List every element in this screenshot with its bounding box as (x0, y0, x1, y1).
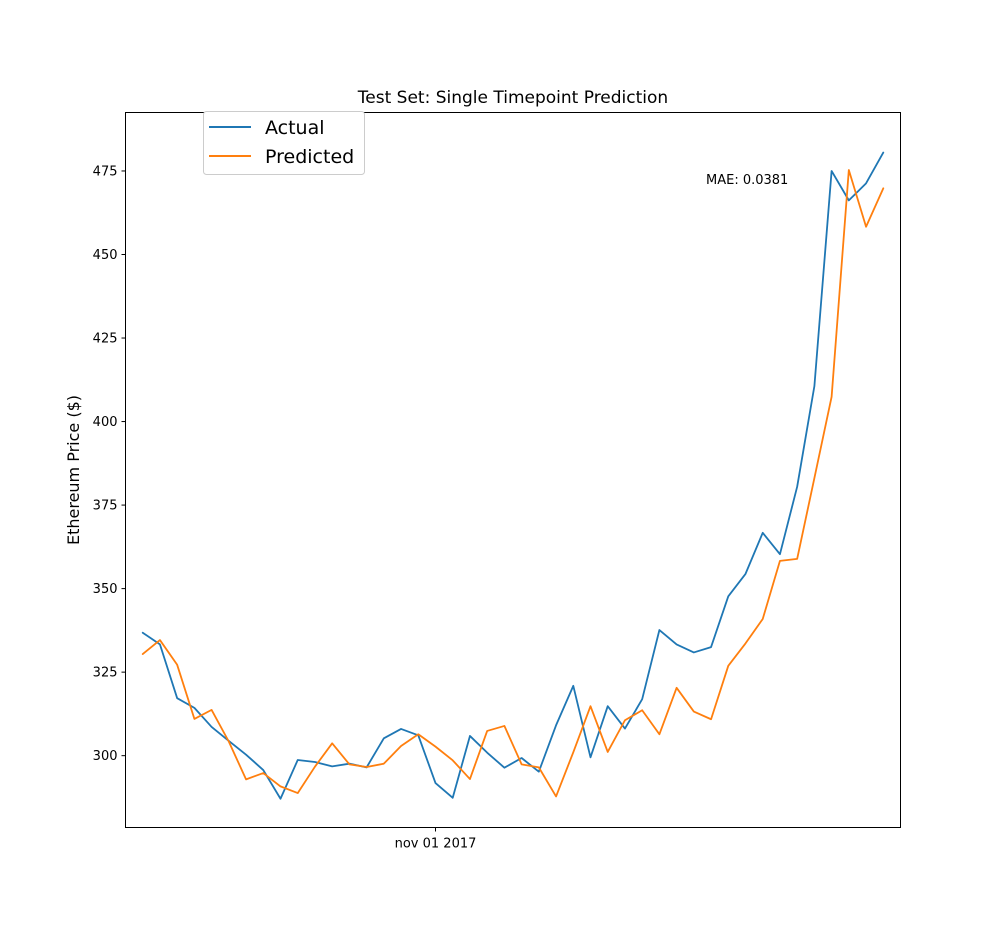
y-tick-label-475: 475 (93, 164, 118, 179)
legend-label-actual: Actual (265, 117, 325, 139)
x-tick-label-0: nov 01 2017 (395, 837, 477, 852)
y-axis-label: Ethereum Price ($) (64, 395, 83, 545)
series-line-predicted (141, 169, 885, 798)
y-tick-label-300: 300 (93, 749, 118, 764)
legend: Actual Predicted (203, 111, 365, 175)
legend-label-predicted: Predicted (265, 146, 354, 168)
mae-annotation: MAE: 0.0381 (706, 173, 788, 188)
plot-frame (125, 112, 901, 828)
y-tick-label-325: 325 (93, 666, 118, 681)
plot-area: 300 325 350 375 400 425 450 475 nov 01 2017 (93, 151, 885, 852)
y-tick-label-350: 350 (93, 582, 118, 597)
y-tick-label-375: 375 (93, 499, 118, 514)
y-tick-label-450: 450 (93, 248, 118, 263)
chart-title: Test Set: Single Timepoint Prediction (357, 88, 668, 108)
y-tick-label-425: 425 (93, 332, 118, 347)
y-tick-label-400: 400 (93, 415, 118, 430)
